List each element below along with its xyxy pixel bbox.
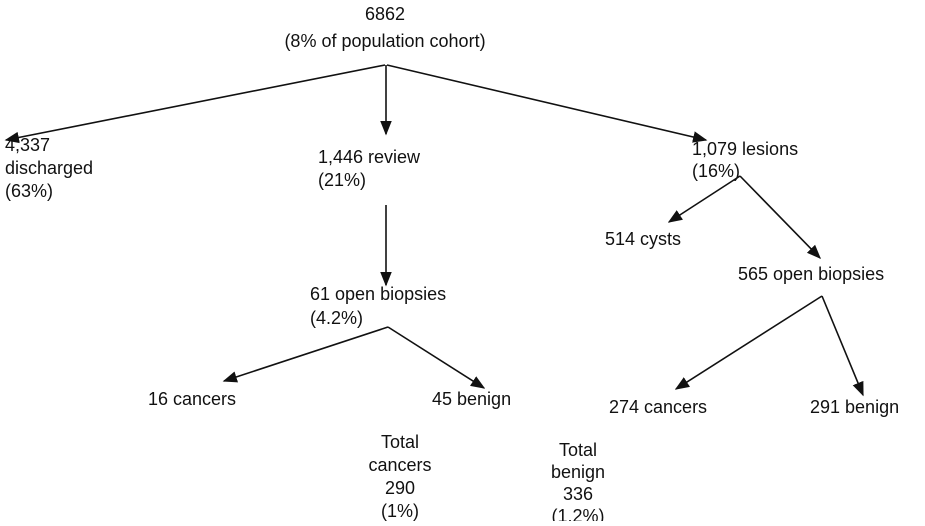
node-label: 290	[385, 478, 415, 498]
arrow	[387, 326, 486, 389]
arrows	[4, 64, 864, 397]
arrow	[4, 64, 386, 144]
node-label: 565 open biopsies	[738, 264, 884, 284]
node-label: (1%)	[381, 501, 419, 521]
node-label: 1,079 lesions	[692, 139, 798, 159]
node: 514 cysts	[605, 229, 681, 249]
node: 274 cancers	[609, 397, 707, 417]
node-label: (21%)	[318, 170, 366, 190]
node: 4,337 discharged (63%)	[5, 135, 93, 201]
node-label: 336	[563, 484, 593, 504]
node: 61 open biopsies (4.2%)	[310, 284, 446, 328]
node-label: (8% of population cohort)	[284, 31, 485, 51]
node-label: discharged	[5, 158, 93, 178]
node-label: 61 open biopsies	[310, 284, 446, 304]
node: 45 benign	[432, 389, 511, 409]
node-label: 1,446 review	[318, 147, 421, 167]
arrow	[674, 295, 823, 390]
node-label: benign	[551, 462, 605, 482]
node-label: Total	[559, 440, 597, 460]
arrow	[739, 175, 822, 260]
arrow	[222, 326, 389, 383]
node-label: 45 benign	[432, 389, 511, 409]
node-label: 16 cancers	[148, 389, 236, 409]
node: 1,079 lesions(16%)	[692, 139, 798, 181]
node-label: 274 cancers	[609, 397, 707, 417]
node: 1,446 review (21%)	[318, 147, 421, 190]
node: 291 benign	[810, 397, 899, 417]
node-label: (4.2%)	[310, 308, 363, 328]
arrow	[667, 175, 741, 223]
node-label: (63%)	[5, 181, 53, 201]
arrow	[821, 295, 864, 397]
arrow	[386, 64, 708, 143]
node-label: 6862	[365, 4, 405, 24]
node-label: 4,337	[5, 135, 50, 155]
node-label: Total	[381, 432, 419, 452]
node: 565 open biopsies	[738, 264, 884, 284]
node-label: (1.2%)	[551, 506, 604, 521]
node-label: 291 benign	[810, 397, 899, 417]
node: 6862 (8% of population cohort)	[284, 4, 485, 51]
node-label: (16%)	[692, 161, 740, 181]
node-label: cancers	[368, 455, 431, 475]
node: 16 cancers	[148, 389, 236, 409]
node: Total cancers 290 (1%)	[368, 432, 431, 521]
node-label: 514 cysts	[605, 229, 681, 249]
